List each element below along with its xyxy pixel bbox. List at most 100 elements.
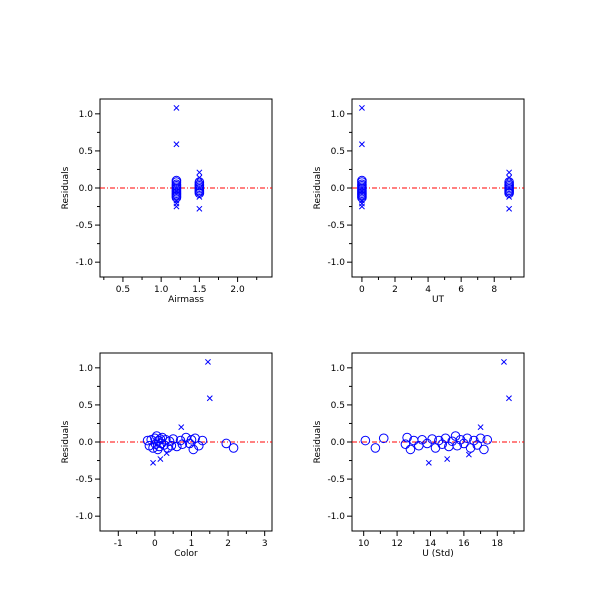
data-point-x	[358, 104, 365, 111]
data-point-circle	[171, 192, 182, 203]
x-tick-label: 1	[189, 539, 195, 549]
data-point-x	[173, 203, 180, 210]
data-point-circle	[378, 433, 389, 444]
data-point-x	[196, 193, 203, 200]
data-point-x	[444, 456, 451, 463]
data-point-circle	[402, 432, 412, 443]
data-point-x	[425, 459, 432, 466]
y-tick-label: 0.5	[79, 147, 93, 157]
x-tick-label: 4	[425, 285, 431, 295]
data-point-x	[206, 395, 213, 402]
data-point-x	[358, 141, 365, 148]
plot-frame	[351, 98, 525, 278]
y-tick-label: 0.0	[79, 184, 94, 194]
x-tick-label: 18	[492, 539, 504, 549]
data-point-x	[150, 459, 157, 466]
y-tick-label: 0.5	[331, 401, 345, 411]
data-point-circle	[197, 435, 208, 446]
x-tick-label: 0.5	[116, 285, 130, 295]
y-axis-label: Residuals	[313, 166, 323, 209]
data-point-circle	[462, 433, 473, 444]
y-tick-label: -1.0	[327, 512, 345, 522]
data-point-circle	[434, 435, 444, 446]
data-point-circle	[400, 439, 411, 450]
panel-airmass: 0.5 1.0 1.5 2.0-1.0-0.50.00.51.0AirmassResi…	[61, 98, 273, 305]
y-tick-label: 0.5	[331, 147, 345, 157]
data-point-x	[358, 203, 365, 210]
x-tick-label: 10	[358, 539, 370, 549]
data-point-circle	[221, 438, 232, 449]
y-axis-label: Residuals	[61, 420, 71, 463]
x-tick-label: 1.0	[154, 285, 169, 295]
x-tick-label: 1.5	[192, 285, 206, 295]
y-tick-label: 0.5	[79, 401, 93, 411]
y-tick-label: 0.0	[79, 438, 94, 448]
x-tick-label: 3	[262, 539, 268, 549]
y-tick-label: -0.5	[327, 475, 345, 485]
data-point-x	[163, 450, 170, 457]
data-point-x	[173, 141, 180, 148]
data-point-x	[506, 193, 513, 200]
plot-frame	[99, 98, 273, 278]
data-point-circle	[482, 434, 493, 445]
x-tick-label: 0	[359, 285, 365, 295]
data-point-x	[477, 424, 484, 431]
x-tick-label: 2	[392, 285, 398, 295]
y-tick-label: -1.0	[75, 258, 93, 268]
x-tick-label: 6	[458, 285, 464, 295]
y-tick-label: -0.5	[327, 221, 345, 231]
data-point-circle	[437, 439, 447, 450]
data-point-circle	[475, 433, 486, 444]
data-point-x	[196, 169, 203, 176]
data-point-x	[196, 174, 203, 181]
data-point-x	[205, 358, 211, 365]
data-point-x	[173, 104, 180, 111]
x-tick-label: 16	[458, 539, 470, 549]
data-point-circle	[450, 431, 461, 441]
panel-color: -1 0 1 2 3 -1.0 -0.5 0.0 0.5 1.0 Color Residuals	[61, 352, 273, 559]
y-tick-label: 0.0	[331, 184, 346, 194]
data-point-circle	[360, 435, 371, 446]
data-point-x	[465, 451, 472, 458]
data-point-circle	[452, 440, 463, 451]
data-point-circle	[370, 443, 381, 453]
y-tick-label: -0.5	[75, 475, 93, 485]
data-point-circle	[190, 433, 200, 444]
data-point-circle	[417, 434, 427, 445]
data-point-circle	[459, 438, 469, 449]
panel-ut: 0 2 4 6 8 -1.0 -0.5 0.0 0.5 1.0 UT Residuals	[313, 98, 525, 305]
y-axis-label: Residuals	[61, 166, 71, 209]
x-axis-label: UT	[432, 295, 445, 305]
panel-u-std: 10 12 14 16 18 -1.0 -0.5 0.0 0.5 1.0 U (Std) Residu…	[313, 352, 525, 559]
data-point-circle	[168, 434, 178, 444]
data-point-x	[506, 169, 513, 176]
x-tick-label: -1	[114, 539, 123, 549]
x-tick-label: 8	[491, 285, 497, 295]
data-point-x	[506, 395, 512, 402]
data-point-x	[506, 205, 513, 212]
y-tick-label: -1.0	[327, 258, 345, 268]
y-tick-label: 1.0	[331, 110, 346, 120]
data-point-x	[506, 174, 513, 181]
data-point-circle	[455, 434, 466, 445]
x-tick-label: 12	[391, 539, 402, 549]
y-tick-label: 1.0	[331, 364, 346, 374]
data-point-circle	[357, 192, 367, 203]
y-tick-label: 1.0	[79, 110, 94, 120]
data-point-circle	[479, 444, 489, 455]
y-axis-label: Residuals	[313, 420, 323, 463]
y-tick-label: 0.0	[331, 438, 346, 448]
x-tick-label: 14	[425, 539, 437, 549]
data-point-circle	[405, 444, 416, 455]
x-tick-label: 2	[225, 539, 231, 549]
data-point-x	[178, 424, 185, 431]
y-tick-label: 1.0	[79, 364, 94, 374]
data-point-x	[157, 456, 164, 463]
data-point-circle	[194, 440, 204, 451]
x-axis-label: U (Std)	[422, 549, 453, 559]
x-tick-label: 0	[152, 539, 158, 549]
y-tick-label: -0.5	[75, 221, 93, 231]
data-point-circle	[427, 434, 437, 444]
x-axis-label: Color	[174, 549, 198, 559]
